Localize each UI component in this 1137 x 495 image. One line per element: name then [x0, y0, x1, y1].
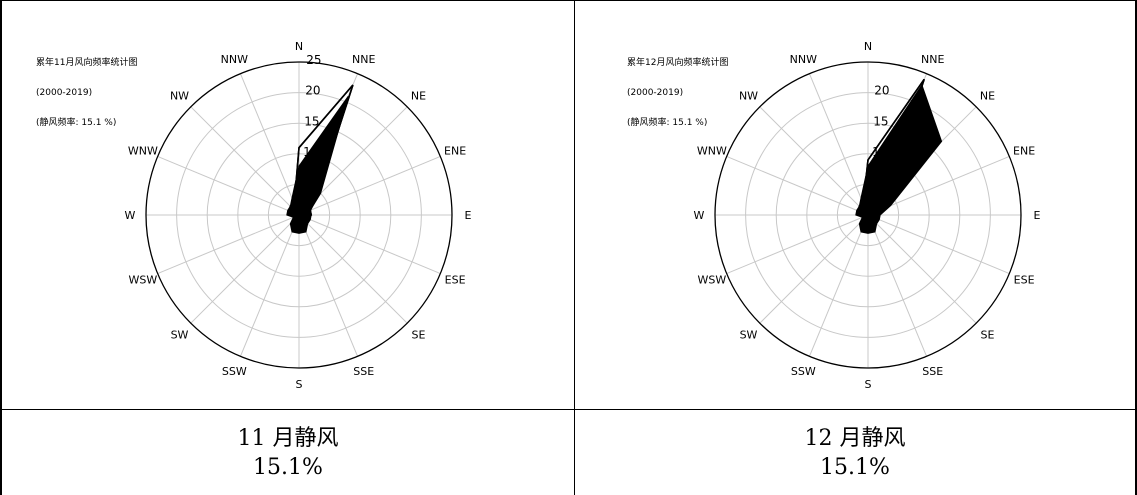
grid-spoke: [298, 155, 441, 216]
grid-spoke: [239, 73, 300, 216]
direction-label-ne: NE: [411, 90, 426, 103]
table-row-divider: [0, 409, 1137, 410]
direction-label-n: N: [864, 40, 872, 53]
radial-tick-label: 10: [872, 145, 887, 159]
direction-label-sse: SSE: [922, 365, 943, 378]
direction-label-nw: NW: [170, 90, 189, 103]
grid-spoke: [759, 106, 869, 216]
outer-ring: [145, 61, 453, 369]
direction-label-s: S: [865, 378, 872, 391]
chart-title-block-december: 累年12月风向频率统计图 (2000-2019) (静风频率: 15.1 %): [627, 38, 728, 148]
direction-label-ese: ESE: [1014, 274, 1035, 287]
grid-spoke: [867, 214, 1010, 275]
calm-frequency-label: (静风频率: 15.1 %): [36, 118, 117, 128]
table-left-border: [0, 0, 2, 495]
direction-label-ne: NE: [980, 90, 995, 103]
chart-title-block-november: 累年11月风向频率统计图 (2000-2019) (静风频率: 15.1 %): [36, 38, 137, 148]
grid-spoke: [759, 214, 869, 324]
caption-december: 12 月静风 15.1%: [575, 410, 1135, 495]
frequency-series-outline-top: [858, 78, 925, 229]
radial-tick-label: 15: [873, 114, 888, 128]
grid-spoke: [298, 214, 441, 275]
direction-label-e: E: [465, 209, 472, 222]
grid-spoke: [808, 73, 869, 216]
direction-label-wsw: WSW: [698, 274, 727, 287]
direction-label-nw: NW: [739, 90, 758, 103]
direction-label-ene: ENE: [444, 144, 466, 157]
grid-spoke: [726, 155, 869, 216]
table-right-border: [1135, 0, 1137, 495]
grid-spoke: [298, 214, 359, 357]
grid-spoke: [190, 214, 300, 324]
direction-label-nne: NNE: [352, 53, 375, 66]
grid-spoke: [157, 155, 300, 216]
grid-spoke: [867, 214, 928, 357]
direction-label-wnw: WNW: [697, 144, 727, 157]
direction-label-n: N: [295, 40, 303, 53]
grid-spoke: [808, 214, 869, 357]
direction-label-nnw: NNW: [221, 53, 248, 66]
chart-subtitle: (2000-2019): [627, 88, 684, 98]
grid-spoke: [157, 214, 300, 275]
caption-november: 11 月静风 15.1%: [2, 410, 574, 495]
caption-calm-value: 15.1%: [253, 455, 323, 480]
caption-calm-value: 15.1%: [820, 455, 890, 480]
radial-tick-label: 5: [871, 175, 879, 189]
wind-rose-chart-november: 5 10 15 20 25N NNE NE ENE E ESE SE SSE S SSW SW WSW W WNW…: [125, 40, 472, 391]
direction-label-nnw: NNW: [790, 53, 817, 66]
radial-tick-label: 25: [306, 53, 321, 67]
radial-tick-label: 5: [302, 175, 310, 189]
direction-label-wsw: WSW: [129, 274, 158, 287]
caption-month-label: 11 月静风: [237, 426, 339, 451]
wind-rose-panel-november: 5 10 15 20 25 N NNE NE ENE E ESE SE SSE S SSW SW WSW W WNW…: [10, 7, 570, 409]
grid-spoke: [726, 214, 869, 275]
table-middle-divider: [574, 0, 575, 495]
direction-label-se: SE: [981, 329, 995, 342]
wind-rose-panel-december: 5 10 15 20 N NNE NE ENE E ESE SE SSE S SSW SW WSW W WNW NW…: [577, 7, 1133, 409]
outer-ring: [714, 61, 1022, 369]
grid-spoke: [190, 106, 300, 216]
radial-tick-label: 15: [304, 114, 319, 128]
frequency-series-outline-top: [289, 84, 354, 229]
direction-label-sw: SW: [171, 329, 189, 342]
grid-spoke: [867, 214, 977, 324]
direction-label-sse: SSE: [353, 365, 374, 378]
wind-rose-chart-december: 5 10 15 20 N NNE NE ENE E ESE SE SSE S SSW SW WSW W WNW NW…: [694, 40, 1041, 391]
direction-label-ssw: SSW: [222, 365, 247, 378]
direction-label-sw: SW: [740, 329, 758, 342]
direction-label-w: W: [125, 209, 136, 222]
direction-label-wnw: WNW: [128, 144, 158, 157]
chart-title: 累年11月风向频率统计图: [36, 58, 138, 68]
grid-spoke: [867, 155, 1010, 216]
grid-spoke: [239, 214, 300, 357]
direction-label-ese: ESE: [445, 274, 466, 287]
direction-label-e: E: [1034, 209, 1041, 222]
grid-spoke: [298, 214, 408, 324]
direction-label-s: S: [296, 378, 303, 391]
caption-month-label: 12 月静风: [804, 426, 906, 451]
direction-label-ene: ENE: [1013, 144, 1035, 157]
table-top-border: [0, 0, 1137, 1]
direction-label-w: W: [694, 209, 705, 222]
radial-tick-label: 20: [305, 84, 320, 98]
direction-label-nne: NNE: [921, 53, 944, 66]
direction-label-ssw: SSW: [791, 365, 816, 378]
radial-tick-label: 10: [303, 145, 318, 159]
calm-frequency-label: (静风频率: 15.1 %): [627, 118, 708, 128]
chart-title: 累年12月风向频率统计图: [627, 58, 729, 68]
radial-tick-label: 20: [874, 84, 889, 98]
direction-label-se: SE: [412, 329, 426, 342]
chart-subtitle: (2000-2019): [36, 88, 93, 98]
